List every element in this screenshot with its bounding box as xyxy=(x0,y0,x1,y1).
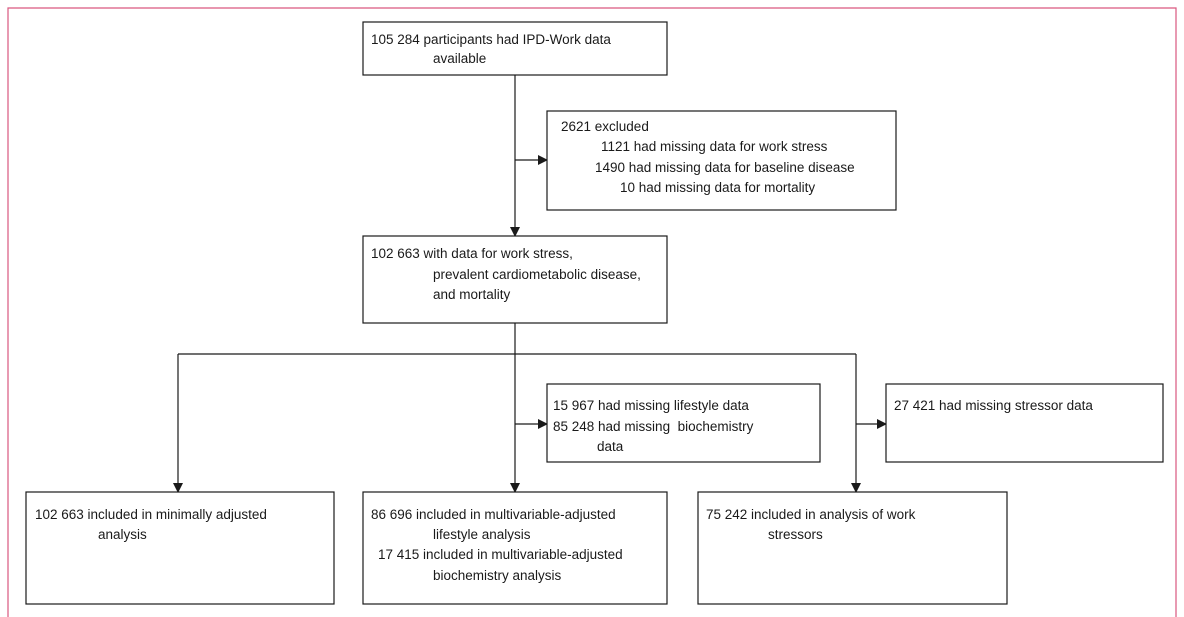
box xyxy=(697,491,1008,605)
node-text: 1121 had missing data for work stress xyxy=(601,139,828,154)
connectors xyxy=(173,75,887,493)
node-text: biochemistry analysis xyxy=(433,568,562,583)
box xyxy=(362,235,668,324)
node-text: 15 967 had missing lifestyle data xyxy=(553,398,749,413)
node-text: lifestyle analysis xyxy=(433,527,531,542)
frame xyxy=(7,7,1177,617)
box xyxy=(885,383,1164,463)
node-text: prevalent cardiometabolic disease, xyxy=(433,267,641,282)
node-text: 27 421 had missing stressor data xyxy=(894,398,1093,413)
node-text: 2621 excluded xyxy=(561,119,649,134)
node-text: 1490 had missing data for baseline disea… xyxy=(595,160,855,175)
node-text: 105 284 participants had IPD-Work data xyxy=(371,32,611,47)
node-text: data xyxy=(597,439,624,454)
node-text: 85 248 had missing biochemistry xyxy=(553,419,754,434)
node-text: 102 663 with data for work stress, xyxy=(371,246,573,261)
node-text: 86 696 included in multivariable-adjuste… xyxy=(371,507,616,522)
node-text: and mortality xyxy=(433,287,511,302)
node-text: stressors xyxy=(768,527,823,542)
box xyxy=(546,110,897,211)
node-text: 102 663 included in minimally adjusted xyxy=(35,507,267,522)
node-text: 17 415 included in multivariable-adjuste… xyxy=(378,547,623,562)
box xyxy=(362,491,668,605)
box xyxy=(362,21,668,76)
node-text: 75 242 included in analysis of work xyxy=(706,507,916,522)
box xyxy=(546,383,821,463)
node-text: 10 had missing data for mortality xyxy=(620,180,815,195)
box xyxy=(25,491,335,605)
node-text: analysis xyxy=(98,527,147,542)
node-text: available xyxy=(433,51,486,66)
